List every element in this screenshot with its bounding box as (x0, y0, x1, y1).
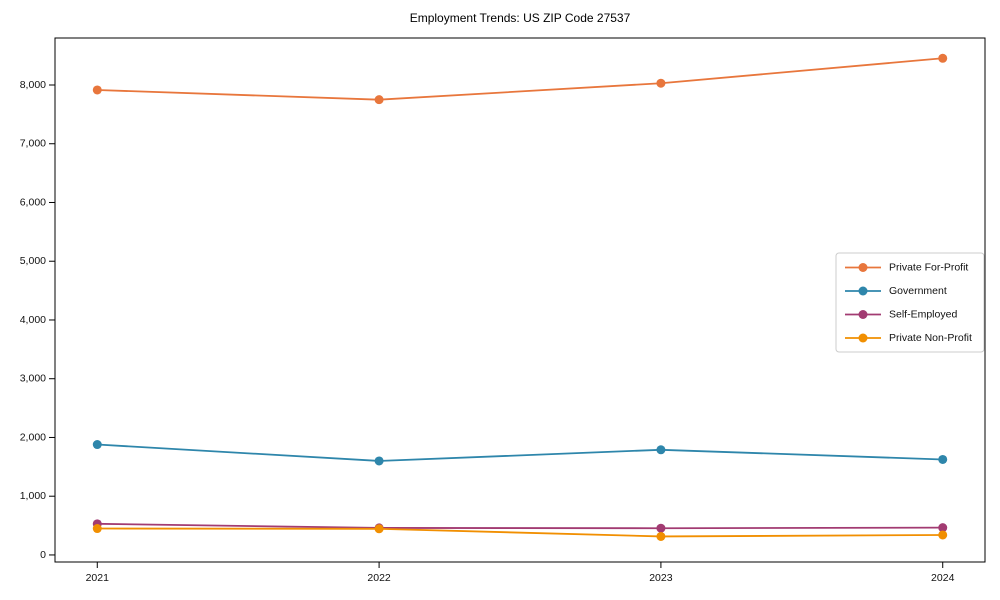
y-tick-label: 4,000 (20, 314, 46, 326)
y-tick-label: 8,000 (20, 79, 46, 91)
series-line-government (97, 443, 943, 462)
data-point-private-for-profit-2021 (92, 85, 102, 95)
x-tick-label: 2022 (367, 572, 391, 584)
y-tick-label: 2,000 (20, 431, 46, 443)
legend-marker-self-employed (858, 310, 868, 319)
data-point-private-non-profit-2021 (92, 524, 102, 534)
legend-marker-government (858, 286, 868, 296)
data-point-private-for-profit-2022 (374, 95, 384, 105)
data-point-private-non-profit-2024 (938, 530, 948, 540)
series-line-private-for-profit (97, 57, 943, 101)
y-tick-label: 5,000 (20, 255, 46, 267)
series-line-private-non-profit (97, 527, 943, 538)
data-point-government-2021 (92, 440, 102, 450)
legend-marker-private-non-profit (858, 333, 868, 343)
data-point-self-employed-2024 (938, 523, 948, 533)
y-tick-label: 0 (40, 549, 46, 561)
data-point-private-for-profit-2024 (938, 53, 948, 63)
data-point-government-2024 (938, 454, 948, 464)
y-tick-label: 1,000 (20, 490, 46, 502)
data-point-private-non-profit-2023 (656, 531, 666, 541)
legend-marker-private-for-profit (858, 263, 868, 272)
y-tick-label: 3,000 (20, 373, 46, 385)
data-point-self-employed-2023 (656, 523, 666, 533)
plot-frame (54, 37, 986, 563)
legend-label-private-non-profit: Private Non-Profit (889, 332, 972, 344)
chart-title: Employment Trends: US ZIP Code 27537 (409, 11, 631, 25)
data-point-private-non-profit-2022 (374, 524, 384, 534)
legend-box (835, 252, 985, 353)
y-tick-label: 7,000 (20, 138, 46, 150)
x-tick-label: 2024 (931, 572, 955, 584)
x-tick-label: 2023 (649, 572, 673, 584)
legend-label-self-employed: Self-Employed (889, 309, 957, 321)
legend-label-private-for-profit: Private For-Profit (889, 262, 968, 274)
series-line-self-employed (97, 522, 943, 530)
x-tick-label: 2021 (86, 572, 110, 584)
data-point-private-for-profit-2023 (656, 78, 666, 88)
legend-label-government: Government (889, 285, 947, 297)
data-point-government-2023 (656, 445, 666, 455)
data-point-government-2022 (374, 456, 384, 466)
y-tick-label: 6,000 (20, 196, 46, 208)
